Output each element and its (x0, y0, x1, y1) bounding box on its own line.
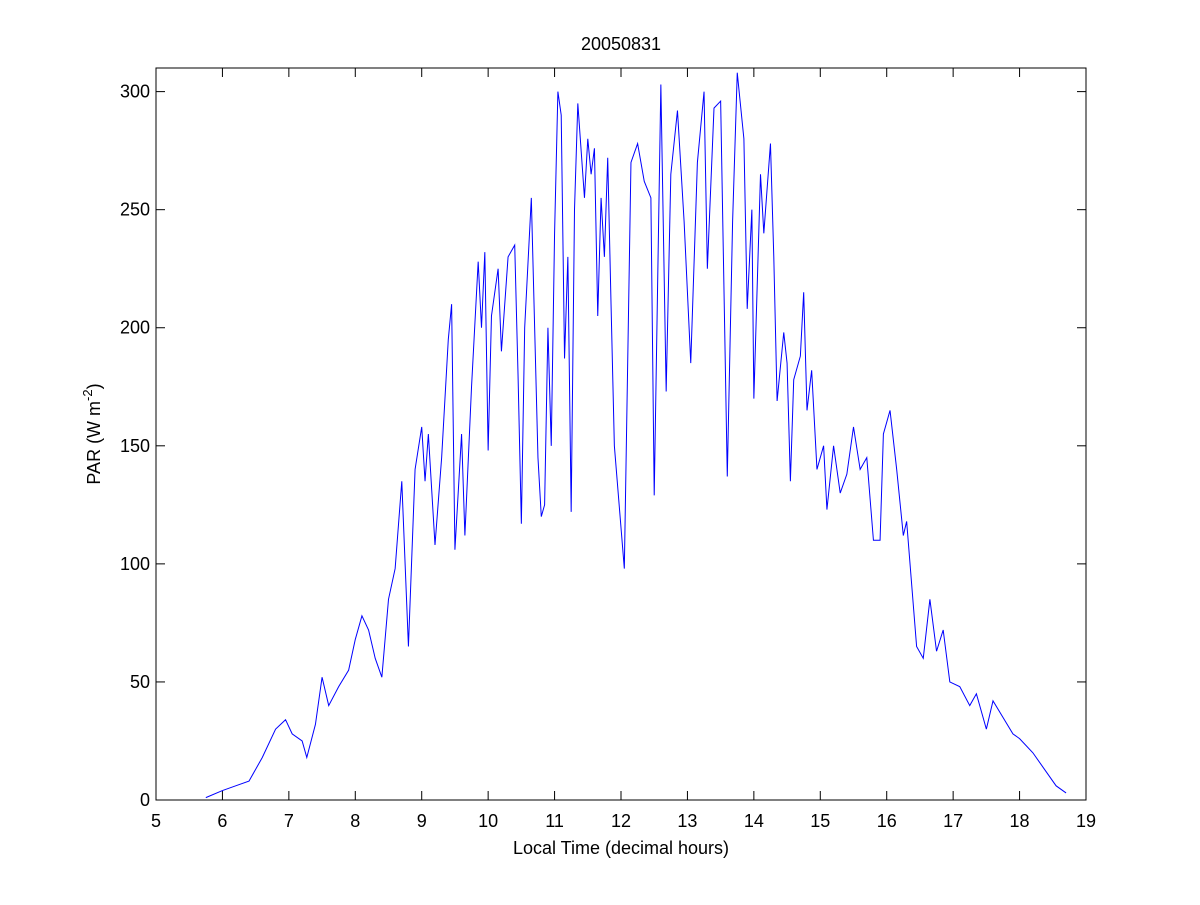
y-label-suffix: ) (84, 383, 104, 389)
x-tick-label: 9 (417, 811, 427, 831)
y-tick-label: 300 (120, 82, 150, 102)
y-tick-label: 250 (120, 200, 150, 220)
y-tick-label: 100 (120, 554, 150, 574)
x-tick-label: 19 (1076, 811, 1096, 831)
x-tick-label: 7 (284, 811, 294, 831)
x-axis-label: Local Time (decimal hours) (513, 838, 729, 858)
x-tick-label: 6 (217, 811, 227, 831)
x-tick-label: 14 (744, 811, 764, 831)
y-tick-label: 0 (140, 790, 150, 810)
x-tick-label: 5 (151, 811, 161, 831)
y-tick-label: 200 (120, 318, 150, 338)
x-tick-label: 16 (877, 811, 897, 831)
y-tick-label: 50 (130, 672, 150, 692)
x-tick-label: 18 (1010, 811, 1030, 831)
x-tick-label: 10 (478, 811, 498, 831)
chart-title: 20050831 (581, 34, 661, 54)
x-tick-label: 12 (611, 811, 631, 831)
x-tick-label: 15 (810, 811, 830, 831)
y-axis-label: PAR (W m-2) (80, 383, 104, 484)
x-tick-label: 11 (545, 811, 564, 831)
y-tick-label: 150 (120, 436, 150, 456)
x-tick-label: 8 (350, 811, 360, 831)
x-tick-label: 17 (943, 811, 963, 831)
y-label-sup: -2 (80, 389, 95, 401)
y-label-text: PAR (W m (84, 401, 104, 485)
data-line (205, 72, 1067, 799)
x-tick-label: 13 (677, 811, 697, 831)
